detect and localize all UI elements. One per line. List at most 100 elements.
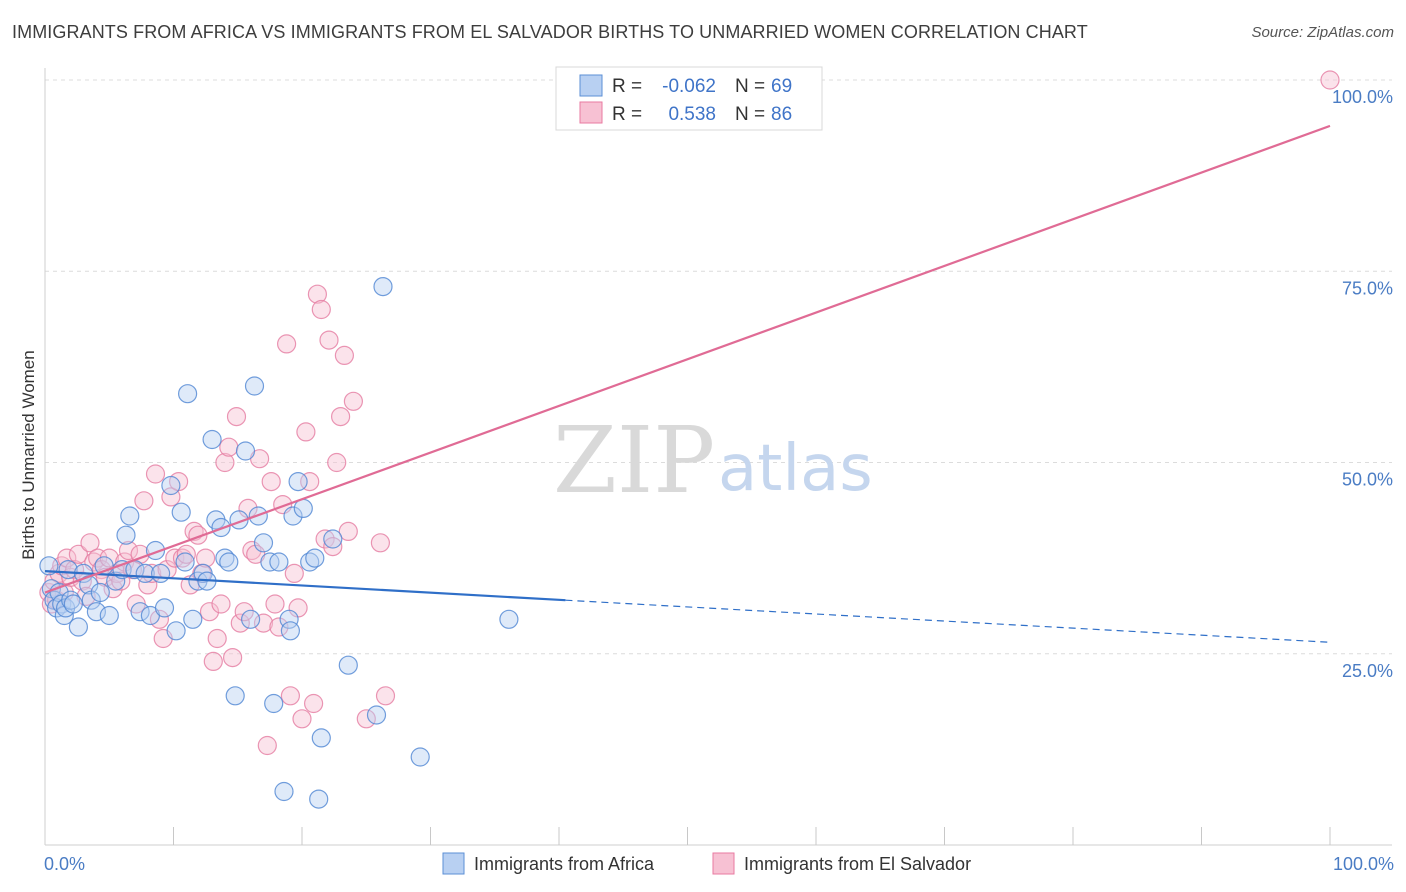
africa-point-35 [183,609,203,629]
el-salvador-point-45 [203,651,223,672]
trend-lines [44,124,1331,643]
el-salvador-point-60 [261,472,281,492]
el-salvador-point-71 [304,693,324,714]
africa-point-24 [130,602,150,622]
legend-bottom-swatch-el-salvador [712,852,735,875]
el-salvador-point-80 [338,521,358,542]
el-salvador-point-55 [242,540,262,561]
el-salvador-point-49 [219,437,239,457]
el-salvador-point-27 [134,491,154,511]
africa-point-52 [264,693,284,714]
y-tick-label-0: 25.0% [1342,661,1393,681]
el-salvador-point-61 [265,594,285,614]
x-tick-label-min: 0.0% [44,854,85,874]
el-salvador-point-22 [115,552,135,572]
chart-title: IMMIGRANTS FROM AFRICA VS IMMIGRANTS FRO… [12,22,1088,42]
legend-bottom-swatch-africa [442,852,465,875]
el-salvador-point-81 [343,391,363,411]
el-salvador-point-34 [161,487,181,507]
el-salvador-point-51 [226,407,247,427]
legend-top-n-value-el-salvador: 86 [771,104,792,125]
africa-point-56 [280,621,300,641]
el-salvador-point-83 [370,533,390,553]
africa-point-47 [241,609,261,629]
legend-bottom-label-africa: Immigrants from Africa [474,854,655,874]
africa-point-19 [106,571,126,591]
africa-point-44 [225,686,245,706]
el-salvador-point-73 [311,299,331,320]
el-salvador-point-77 [327,452,347,473]
el-salvador-point-69 [296,422,316,442]
y-axis-label: Births to Unmarried Women [19,350,38,559]
trend-line-africa [44,570,566,602]
africa-point-69 [499,609,519,629]
y-tick-labels: 25.0% 50.0% 75.0% 100.0% [1332,87,1393,681]
africa-point-53 [269,552,289,572]
africa-point-31 [166,621,186,641]
el-salvador-point-64 [277,334,297,354]
africa-point-63 [311,728,331,748]
africa-point-43 [219,552,239,572]
el-salvador-point-52 [230,613,250,633]
el-salvador-point-72 [307,284,327,304]
el-salvador-point-43 [196,548,216,568]
el-salvador-point-53 [234,602,254,622]
legend-top-n-label-africa: N = [735,76,765,97]
africa-point-18 [99,605,119,626]
africa-point-39 [202,429,222,450]
watermark-zip: ZIP [553,407,715,514]
legend-top: R = -0.062 N = 69 R = 0.538 N = 86 [555,66,823,131]
legend-top-n-value-africa: 69 [771,76,792,97]
africa-point-50 [253,533,274,553]
axes [44,68,1392,846]
africa-point-34 [178,384,198,404]
el-salvador-point-78 [331,407,351,427]
el-salvador-point-65 [280,686,300,706]
legend-top-n-label-el-salvador: N = [735,104,765,125]
watermark-atlas: atlas [718,432,873,506]
y-tick-label-1: 50.0% [1342,470,1393,490]
legend-top-swatch-africa [579,74,603,97]
africa-point-22 [120,506,140,526]
africa-point-0 [39,556,59,576]
africa-point-11 [68,617,89,637]
legend-bottom: Immigrants from Africa Immigrants from E… [442,852,971,875]
legend-bottom-label-el-salvador: Immigrants from El Salvador [744,854,971,874]
el-salvador-point-70 [300,472,320,492]
africa-point-61 [305,548,325,568]
africa-point-57 [283,506,303,526]
el-salvador-point-76 [323,536,343,557]
y-tick-label-3: 100.0% [1332,87,1393,107]
africa-point-8 [58,559,78,580]
el-salvador-point-82 [356,709,376,729]
el-salvador-point-74 [315,529,335,549]
legend-top-r-label-el-salvador: R = [612,104,642,125]
africa-point-58 [288,472,308,492]
legend-top-r-value-el-salvador: 0.538 [668,104,716,125]
el-salvador-point-59 [257,735,277,756]
africa-point-16 [90,582,110,603]
africa-point-66 [366,705,387,725]
el-salvador-point-19 [103,579,123,599]
y-tick-label-2: 75.0% [1342,278,1393,298]
africa-point-21 [116,525,136,545]
africa-point-46 [235,441,256,461]
x-tick-label-max: 100.0% [1333,854,1394,874]
legend-top-r-label-africa: R = [612,76,642,97]
el-salvador-point-85 [1320,70,1340,90]
africa-point-30 [161,475,181,496]
series-africa-points [39,277,519,809]
legend-top-r-value-africa: -0.062 [662,76,716,97]
el-salvador-point-47 [211,594,231,614]
el-salvador-point-75 [319,330,339,350]
grid [45,79,1392,655]
trend-line-el-salvador [44,124,1331,594]
africa-point-48 [244,376,265,396]
el-salvador-point-50 [223,647,243,668]
el-salvador-point-44 [199,602,220,622]
el-salvador-point-30 [145,464,166,484]
el-salvador-point-62 [269,617,289,637]
el-salvador-point-10 [68,544,89,564]
africa-point-68 [410,747,430,767]
